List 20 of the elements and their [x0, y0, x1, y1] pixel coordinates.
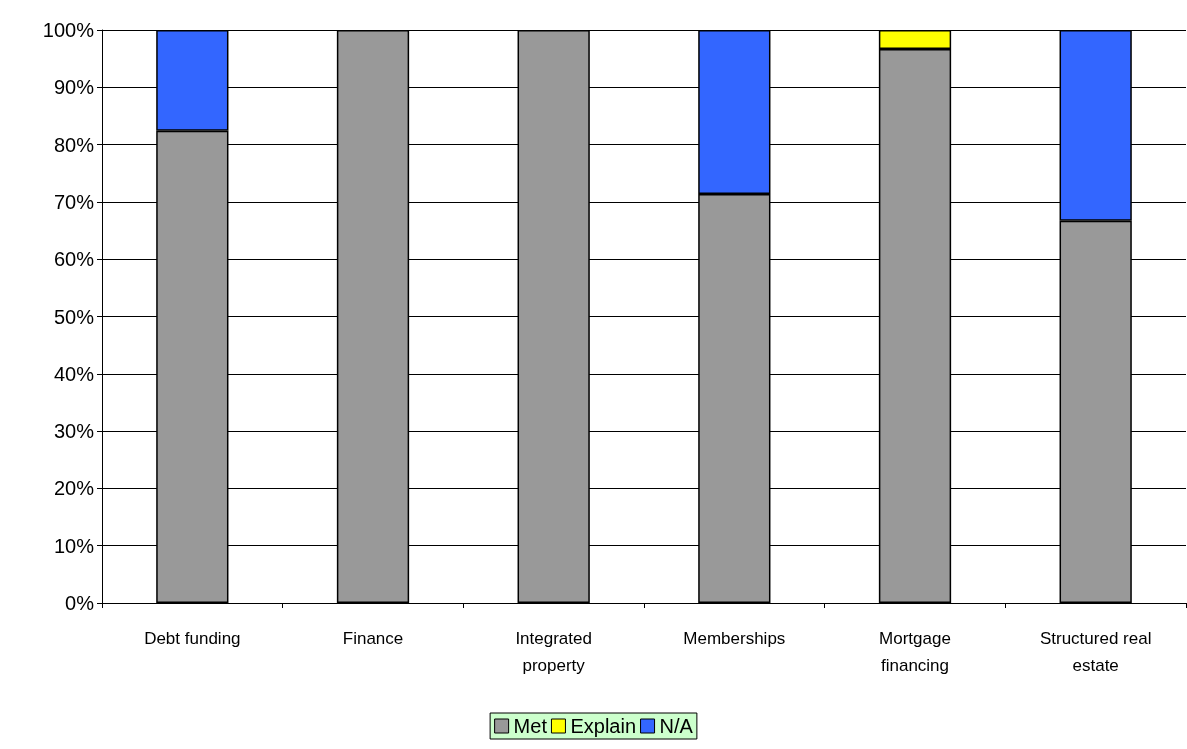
- y-tick-label: 20%: [53, 477, 95, 500]
- y-tick-label: 100%: [42, 19, 95, 41]
- x-tick-label: Mortgage financing: [879, 629, 951, 675]
- x-tick-label: Debt funding: [144, 629, 241, 648]
- x-tick-label: Structured real estate: [1039, 629, 1152, 675]
- y-tick-label: 60%: [53, 248, 95, 271]
- y-tick-label: 30%: [53, 420, 95, 443]
- y-tick-label: 80%: [53, 133, 95, 156]
- y-tick-label: 50%: [53, 305, 95, 328]
- legend-label: Explain: [570, 715, 637, 737]
- y-tick-label: 10%: [53, 534, 95, 557]
- y-tick-label: 70%: [53, 190, 95, 213]
- x-tick-label: Finance: [342, 629, 404, 648]
- x-tick-label: Memberships: [683, 629, 786, 648]
- y-tick-label: 0%: [65, 592, 95, 614]
- x-tick-label: Integrated property: [515, 629, 592, 675]
- legend-label: N/A: [659, 715, 694, 737]
- legend-label: Met: [513, 715, 548, 737]
- y-tick-label: 90%: [53, 76, 95, 99]
- y-tick-label: 40%: [53, 362, 95, 385]
